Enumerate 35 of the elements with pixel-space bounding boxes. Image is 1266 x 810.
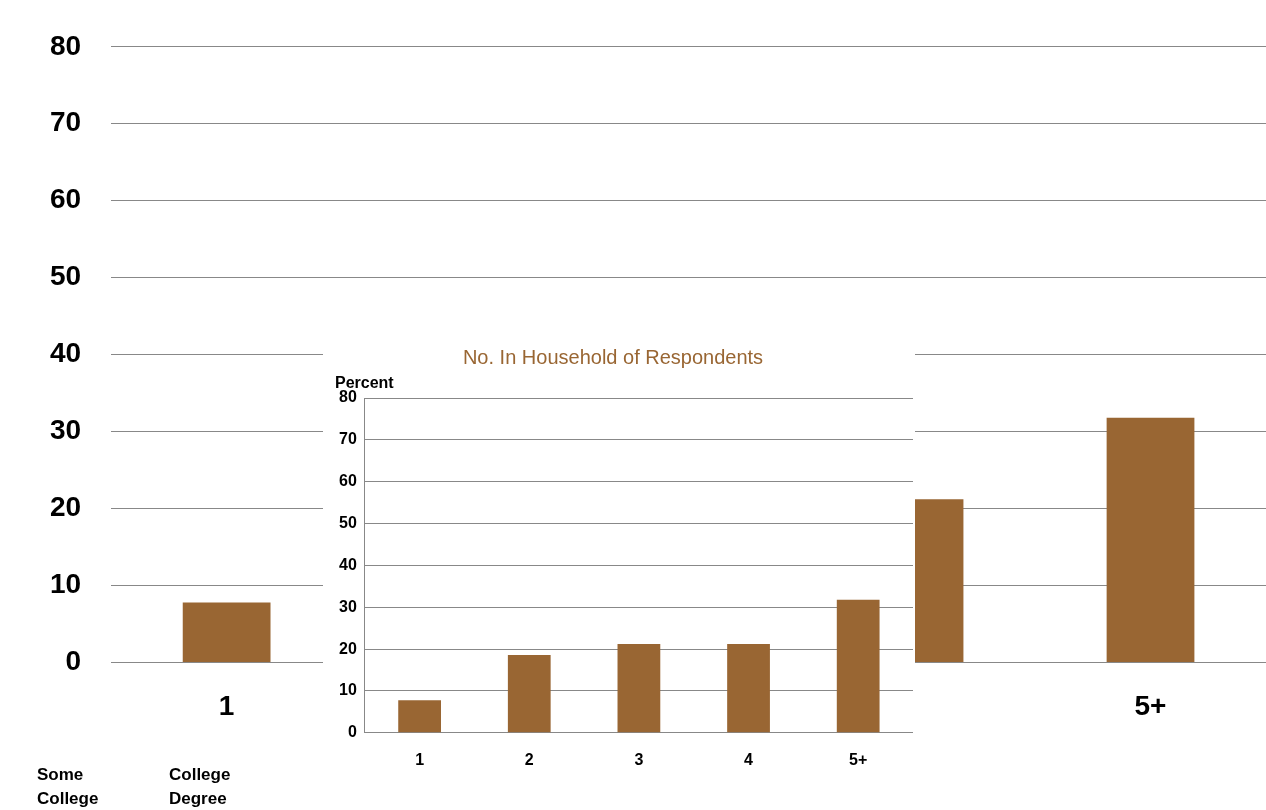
bar [727, 644, 770, 733]
x-tick-label: 3 [634, 750, 644, 768]
x-tick-label: 1 [415, 750, 425, 768]
y-tick-label: 30 [339, 597, 357, 615]
y-tick-label: 50 [339, 513, 357, 531]
y-tick-label: 10 [339, 681, 357, 699]
y-tick-label: 40 [49, 337, 82, 369]
bar [1106, 417, 1195, 662]
y-tick-label: 20 [339, 639, 357, 657]
x-tick-label: 5+ [1134, 689, 1167, 721]
text: College Degree [169, 764, 231, 808]
bar [398, 700, 441, 733]
bar [182, 602, 271, 662]
x-tick-label: 4 [744, 750, 754, 768]
y-tick-label: 0 [65, 645, 82, 677]
y-tick-label: 80 [339, 388, 357, 406]
bar [507, 654, 551, 733]
text: Some College [37, 764, 99, 808]
bar [836, 599, 880, 733]
y-tick-label: 70 [339, 430, 357, 448]
y-tick-label: 30 [49, 414, 82, 446]
x-tick-label: 5+ [849, 750, 868, 768]
y-tick-label: 60 [49, 183, 82, 215]
y-tick-label: 80 [49, 29, 82, 61]
bar [617, 644, 661, 733]
x-tick-label: 1 [218, 689, 235, 721]
y-tick-label: 60 [339, 472, 357, 490]
y-tick-label: 0 [347, 723, 357, 741]
chart-title: No. In Household of Respondents [462, 345, 764, 368]
y-tick-label: 50 [49, 260, 82, 292]
y-tick-label: 40 [339, 555, 357, 573]
y-tick-label: 10 [49, 568, 82, 600]
x-tick-label: 2 [524, 750, 534, 768]
y-tick-label: 20 [49, 491, 82, 523]
y-tick-label: 70 [49, 106, 82, 138]
